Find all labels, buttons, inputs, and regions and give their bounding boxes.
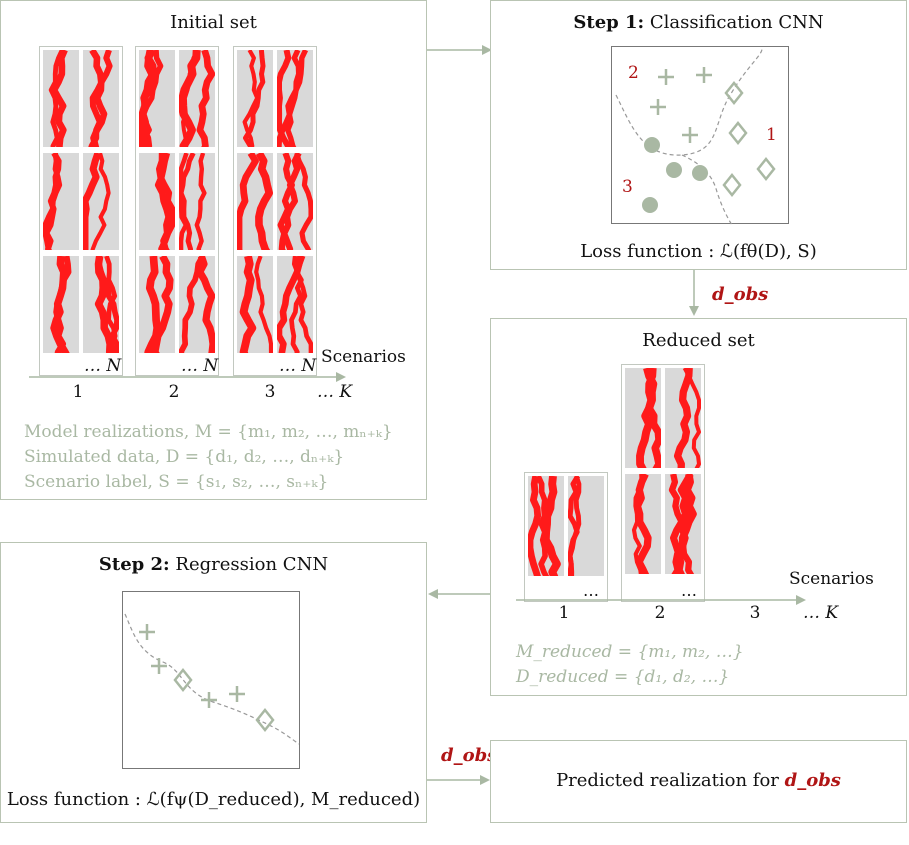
realization-cell <box>665 368 701 468</box>
reduced-dots-1: … <box>583 581 599 600</box>
step2-loss: Loss function : ℒ(fψ(D_reduced), M_reduc… <box>6 789 421 810</box>
realization-cell <box>83 153 119 250</box>
initial-col-2: 2 <box>168 382 180 402</box>
realization-cell <box>665 474 701 574</box>
reduced-axis <box>516 595 806 605</box>
step1-title: Step 1: Classification CNN <box>491 12 906 33</box>
classification-plot: 2 1 3 <box>611 46 789 226</box>
initial-scenarios-label: Scenarios <box>321 347 406 367</box>
reduced-set-title: Reduced set <box>642 330 755 351</box>
realization-cell <box>277 50 313 147</box>
reduced-col-3: 3 <box>749 603 761 623</box>
predicted-label: Predicted realization for <box>556 770 785 791</box>
step2-title-bold: Step 2: <box>98 554 170 575</box>
reduced-col-2: 2 <box>654 603 666 623</box>
realization-cell <box>625 368 661 468</box>
n-label-2: … N <box>181 356 219 376</box>
reduced-dots-2: … <box>681 581 697 600</box>
realization-cell <box>237 50 273 147</box>
realization-cell <box>179 256 215 353</box>
initial-col-k: … K <box>317 382 353 402</box>
simulated-data-line: Simulated data, D = {d₁, d₂, …, dₙ₊ₖ} <box>24 447 345 467</box>
region-label-1: 1 <box>766 125 777 145</box>
region-label-3: 3 <box>622 177 633 197</box>
realization-cell <box>43 50 79 147</box>
initial-set-title: Initial set <box>170 12 257 33</box>
realization-cell <box>277 256 313 353</box>
dobs-text-top: d_obs <box>712 284 769 305</box>
realization-cell <box>83 256 119 353</box>
step2-title: Step 2: Regression CNN <box>1 554 426 575</box>
n-label-3: … N <box>279 356 317 376</box>
realization-cell <box>43 153 79 250</box>
realization-cell <box>568 476 604 576</box>
m-reduced-line: M_reduced = {m₁, m₂, …} <box>516 642 744 662</box>
realization-cell <box>237 256 273 353</box>
predicted-dobs: d_obs <box>784 770 841 791</box>
initial-col-1: 1 <box>72 382 84 402</box>
predicted-text: Predicted realization for d_obs <box>491 770 906 791</box>
initial-axis <box>29 372 346 382</box>
reduced-set-panel: Reduced set … … Scenarios 1 2 3 … K M_re… <box>490 318 907 696</box>
step1-title-rest: Classification CNN <box>644 12 824 33</box>
initial-col-3: 3 <box>264 382 276 402</box>
reduced-col-k: … K <box>803 603 839 623</box>
realization-cell <box>528 476 564 576</box>
dobs-text-bottom: d_obs <box>441 745 498 766</box>
realization-cell <box>139 153 175 250</box>
realization-cell <box>43 256 79 353</box>
realization-cell <box>277 153 313 250</box>
realization-cell <box>83 50 119 147</box>
realization-cell <box>139 256 175 353</box>
realization-cell <box>179 153 215 250</box>
predicted-panel: Predicted realization for d_obs <box>490 740 907 823</box>
realization-cell <box>237 153 273 250</box>
realization-cell <box>179 50 215 147</box>
step1-loss: Loss function : ℒ(fθ(D), S) <box>580 241 817 262</box>
dobs-label-top: d_obs <box>712 284 768 305</box>
dobs-label-bottom: d_obs <box>441 745 497 766</box>
realization-cell <box>139 50 175 147</box>
region-label-2: 2 <box>628 63 639 83</box>
reduced-scenarios-label: Scenarios <box>789 569 874 589</box>
model-realizations-line: Model realizations, M = {m₁, m₂, …, mₙ₊ₖ… <box>24 422 393 442</box>
step2-panel: Step 2: Regression CNN Loss function : ℒ… <box>0 542 427 823</box>
step2-title-rest: Regression CNN <box>169 554 329 575</box>
initial-set-panel: Initial set … N … N … N Scenarios 1 2 3 … <box>0 0 427 500</box>
scenario-label-line: Scenario label, S = {s₁, s₂, …, sₙ₊ₖ} <box>24 472 329 492</box>
realization-cell <box>625 474 661 574</box>
reduced-col-1: 1 <box>558 603 570 623</box>
regression-plot <box>122 591 300 769</box>
step1-panel: Step 1: Classification CNN 2 <box>490 0 907 270</box>
n-label-1: … N <box>84 356 122 376</box>
step1-title-bold: Step 1: <box>573 12 645 33</box>
d-reduced-line: D_reduced = {d₁, d₂, …} <box>516 667 730 687</box>
